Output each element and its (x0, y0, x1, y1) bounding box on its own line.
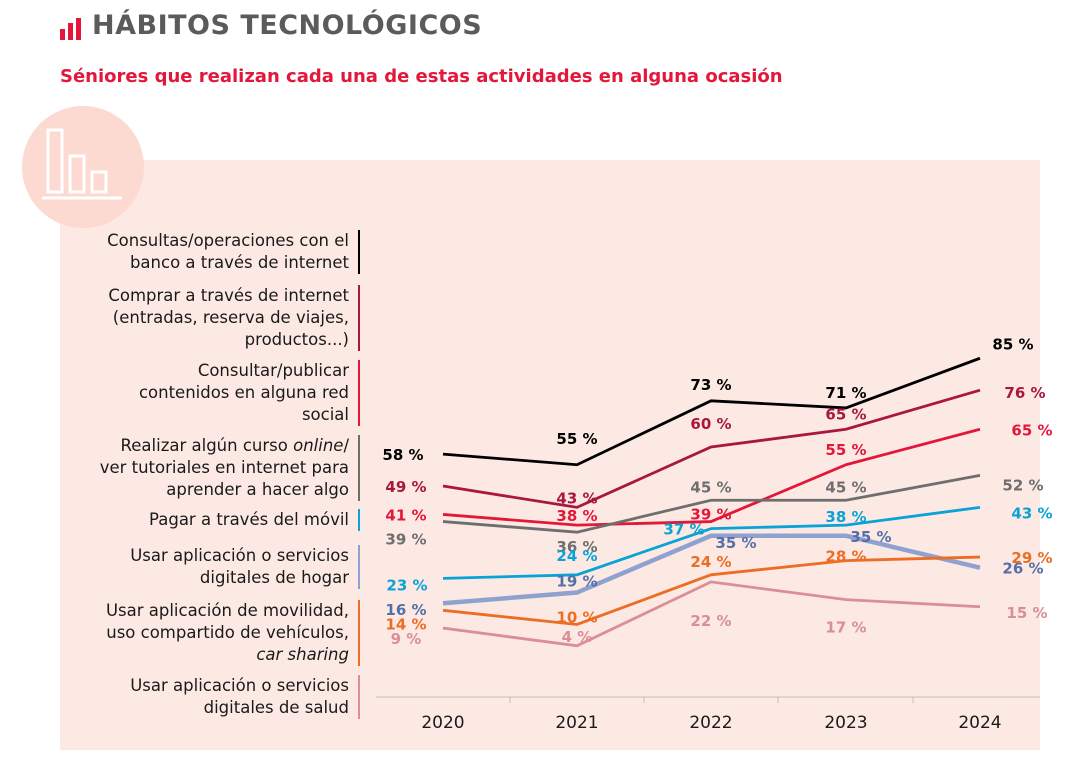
legend-item: Consultas/operaciones con el banco a trav… (107, 230, 360, 274)
data-label: 39 % (690, 506, 731, 524)
legend-item: Usar aplicación o servicios digitales de … (130, 675, 360, 719)
legend-item: Usar aplicación de movilidad, uso compart… (106, 600, 360, 666)
data-label: 43 % (1011, 504, 1052, 522)
legend-item: Consultar/publicar contenidos en alguna r… (139, 360, 360, 426)
data-label: 23 % (386, 576, 427, 594)
x-tick-label: 2024 (958, 713, 1001, 733)
series-line (442, 505, 981, 580)
data-label: 65 % (1011, 421, 1052, 439)
data-label: 52 % (1002, 476, 1043, 494)
series-line (442, 388, 981, 509)
data-label: 49 % (385, 478, 426, 496)
x-tick-label: 2020 (421, 713, 464, 733)
data-label: 55 % (825, 441, 866, 459)
data-label: 15 % (1006, 604, 1047, 622)
data-label: 9 % (391, 630, 422, 648)
legend-item: Pagar a través del móvil (149, 509, 360, 531)
data-label: 73 % (690, 376, 731, 394)
data-label: 71 % (825, 384, 866, 402)
bar-chart-icon (60, 18, 81, 40)
series-line (442, 580, 981, 648)
series-line (442, 533, 981, 606)
data-label: 36 % (556, 538, 597, 556)
data-label: 45 % (690, 478, 731, 496)
bar-chart-outline-icon (42, 128, 122, 200)
data-label: 41 % (385, 506, 426, 524)
data-label: 28 % (825, 548, 866, 566)
x-tick-label: 2023 (824, 713, 867, 733)
data-label: 35 % (850, 528, 891, 546)
data-label: 17 % (825, 619, 866, 637)
series-line (442, 474, 981, 534)
data-label: 38 % (825, 508, 866, 526)
series-line (442, 427, 981, 527)
series-line (442, 555, 981, 626)
data-label: 24 % (556, 547, 597, 565)
data-label: 43 % (556, 489, 597, 507)
legend-item: Comprar a través de internet (entradas, r… (108, 285, 360, 351)
page-title: HÁBITOS TECNOLÓGICOS (92, 10, 483, 41)
data-label: 76 % (1004, 384, 1045, 402)
data-label: 10 % (556, 609, 597, 627)
data-label: 55 % (556, 430, 597, 448)
series-line (442, 356, 981, 467)
data-label: 45 % (825, 478, 866, 496)
data-label: 14 % (385, 615, 426, 633)
data-label: 38 % (556, 507, 597, 525)
data-label: 58 % (382, 446, 423, 464)
data-label: 19 % (556, 573, 597, 591)
data-label: 39 % (385, 531, 426, 549)
data-label: 65 % (825, 405, 866, 423)
chart-panel (60, 160, 1040, 750)
data-label: 4 % (562, 628, 593, 646)
x-tick-label: 2021 (555, 713, 598, 733)
x-tick-label: 2022 (689, 713, 732, 733)
data-label: 26 % (1002, 560, 1043, 578)
data-label: 35 % (715, 534, 756, 552)
data-label: 60 % (690, 415, 731, 433)
data-label: 85 % (992, 335, 1033, 353)
data-label: 29 % (1011, 549, 1052, 567)
data-label: 22 % (690, 612, 731, 630)
legend-item: Usar aplicación o servicios digitales de … (130, 545, 360, 589)
legend-item: Realizar algún curso online/ver tutorial… (100, 435, 360, 501)
chart-subtitle: Séniores que realizan cada una de estas … (60, 66, 783, 87)
data-label: 37 % (663, 521, 704, 539)
data-label: 24 % (690, 553, 731, 571)
data-label: 16 % (385, 601, 426, 619)
